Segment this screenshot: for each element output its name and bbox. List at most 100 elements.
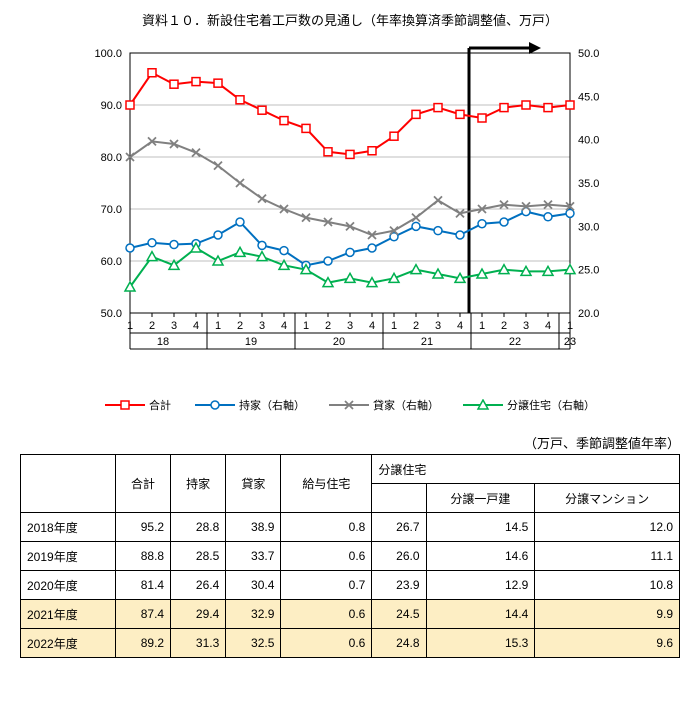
legend-item: 合計 [105,397,171,413]
table-cell: 24.5 [372,600,426,629]
row-label: 2020年度 [21,571,116,600]
svg-text:35.0: 35.0 [578,178,599,190]
table-caption: （万戸、季節調整値年率） [20,433,680,452]
svg-text:45.0: 45.0 [578,91,599,103]
svg-text:20: 20 [333,336,345,348]
svg-text:1: 1 [303,320,309,332]
table-cell: 15.3 [426,629,535,658]
col-header: 合計 [115,455,170,513]
table-row: 2020年度81.426.430.40.723.912.910.8 [21,571,680,600]
table-cell: 26.7 [372,513,426,542]
col-header: 貸家 [226,455,281,513]
table-cell: 12.9 [426,571,535,600]
table-row: 2021年度87.429.432.90.624.514.49.9 [21,600,680,629]
table-cell: 0.8 [281,513,372,542]
table-cell: 24.8 [372,629,426,658]
table-cell: 29.4 [171,600,226,629]
chart-title: 資料１０．新設住宅着工戸数の見通し（年率換算済季節調整値、万戸） [10,10,690,29]
svg-text:4: 4 [281,320,287,332]
table-row: 2018年度95.228.838.90.826.714.512.0 [21,513,680,542]
svg-text:21: 21 [421,336,433,348]
svg-text:3: 3 [435,320,441,332]
table-cell: 11.1 [535,542,680,571]
svg-text:1: 1 [391,320,397,332]
table-cell: 88.8 [115,542,170,571]
table-cell: 89.2 [115,629,170,658]
svg-text:4: 4 [545,320,551,332]
sub-col-header: 分譲マンション [535,484,680,513]
table-cell: 28.8 [171,513,226,542]
svg-text:4: 4 [457,320,463,332]
table-cell: 87.4 [115,600,170,629]
legend-label: 持家（右軸） [239,397,305,413]
table-cell: 30.4 [226,571,281,600]
svg-text:19: 19 [245,336,257,348]
svg-text:18: 18 [157,336,169,348]
row-label: 2021年度 [21,600,116,629]
table-cell: 31.3 [171,629,226,658]
table-cell: 95.2 [115,513,170,542]
col-header: 給与住宅 [281,455,372,513]
sub-col-header: 分譲一戸建 [426,484,535,513]
table-cell: 26.4 [171,571,226,600]
table-cell: 12.0 [535,513,680,542]
table-cell: 14.6 [426,542,535,571]
table-cell: 28.5 [171,542,226,571]
table-cell: 9.6 [535,629,680,658]
svg-text:80.0: 80.0 [101,152,122,164]
svg-text:3: 3 [259,320,265,332]
svg-text:20.0: 20.0 [578,308,599,320]
svg-text:22: 22 [509,336,521,348]
legend-label: 貸家（右軸） [373,397,439,413]
row-label: 2022年度 [21,629,116,658]
legend-label: 分譲住宅（右軸） [507,397,595,413]
table-cell: 10.8 [535,571,680,600]
table-cell: 32.5 [226,629,281,658]
svg-text:50.0: 50.0 [101,308,122,320]
housing-data-table: 合計持家貸家給与住宅分譲住宅分譲一戸建分譲マンション2018年度95.228.8… [20,454,680,658]
line-chart: 50.060.070.080.090.0100.020.025.030.035.… [70,33,630,393]
svg-text:2: 2 [501,320,507,332]
svg-text:90.0: 90.0 [101,100,122,112]
col-header: 分譲住宅 [372,455,680,484]
row-label: 2019年度 [21,542,116,571]
svg-text:4: 4 [369,320,375,332]
svg-text:60.0: 60.0 [101,256,122,268]
svg-text:40.0: 40.0 [578,135,599,147]
svg-text:70.0: 70.0 [101,204,122,216]
table-cell: 9.9 [535,600,680,629]
svg-text:3: 3 [523,320,529,332]
svg-text:2: 2 [149,320,155,332]
svg-text:1: 1 [215,320,221,332]
row-label: 2018年度 [21,513,116,542]
svg-text:30.0: 30.0 [578,221,599,233]
legend-item: 持家（右軸） [195,397,305,413]
svg-text:3: 3 [171,320,177,332]
legend-item: 分譲住宅（右軸） [463,397,595,413]
svg-text:50.0: 50.0 [578,48,599,60]
svg-text:4: 4 [193,320,199,332]
svg-text:2: 2 [325,320,331,332]
table-row: 2022年度89.231.332.50.624.815.39.6 [21,629,680,658]
svg-text:1: 1 [479,320,485,332]
svg-text:3: 3 [347,320,353,332]
col-header: 持家 [171,455,226,513]
table-cell: 23.9 [372,571,426,600]
legend-label: 合計 [149,397,171,413]
svg-text:2: 2 [413,320,419,332]
table-cell: 38.9 [226,513,281,542]
chart-legend: 合計 持家（右軸） 貸家（右軸） 分譲住宅（右軸） [10,397,690,413]
table-cell: 0.6 [281,600,372,629]
table-cell: 33.7 [226,542,281,571]
table-cell: 0.6 [281,542,372,571]
table-cell: 32.9 [226,600,281,629]
legend-item: 貸家（右軸） [329,397,439,413]
table-cell: 14.5 [426,513,535,542]
svg-text:100.0: 100.0 [94,48,122,60]
table-cell: 26.0 [372,542,426,571]
table-cell: 0.7 [281,571,372,600]
table-cell: 81.4 [115,571,170,600]
table-cell: 0.6 [281,629,372,658]
table-cell: 14.4 [426,600,535,629]
svg-text:2: 2 [237,320,243,332]
